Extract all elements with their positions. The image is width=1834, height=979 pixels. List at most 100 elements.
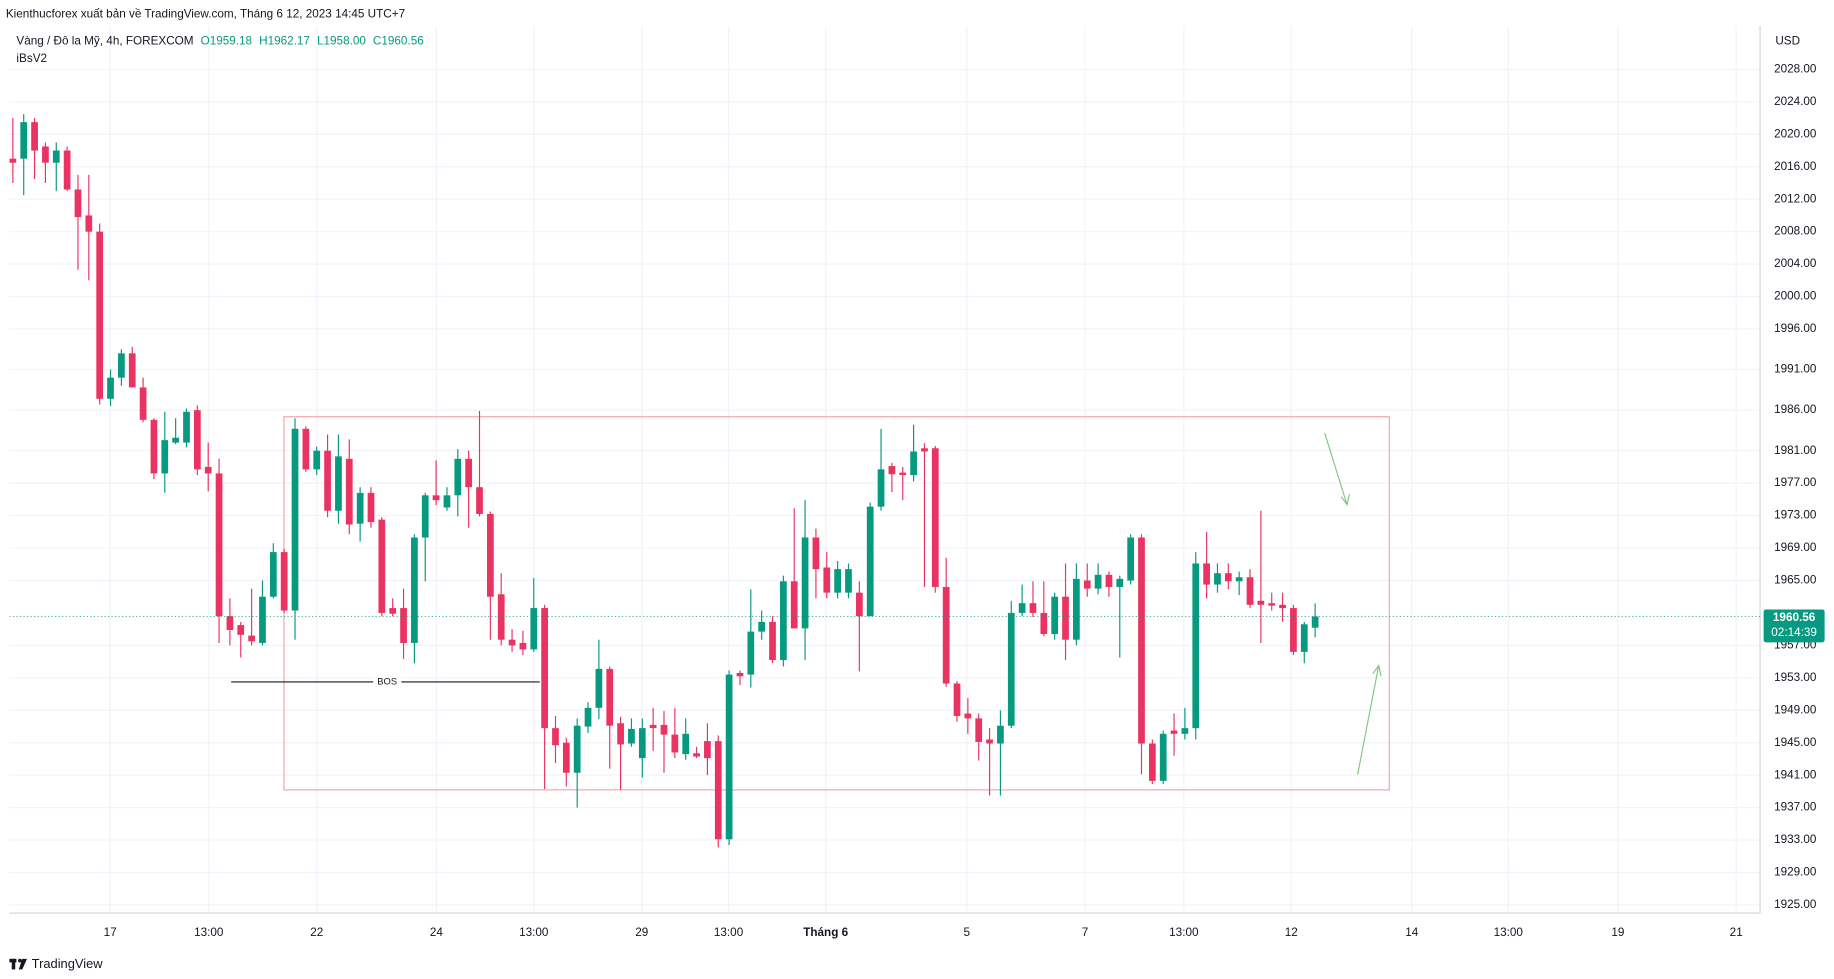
candle-body — [465, 458, 473, 488]
countdown: 02:14:39 — [1771, 626, 1817, 639]
candle-body — [1073, 578, 1080, 640]
candle-body — [855, 592, 863, 617]
candle-body — [1062, 596, 1069, 640]
candle-body — [215, 473, 223, 617]
x-tick-label: 22 — [310, 926, 323, 939]
candle-body — [259, 596, 266, 643]
candle-body — [204, 466, 212, 474]
candle-body — [476, 487, 483, 514]
y-tick-label: 1977.00 — [1774, 476, 1817, 489]
candle-body — [964, 713, 972, 719]
candle-body — [562, 742, 570, 773]
x-tick-label: 17 — [104, 926, 117, 939]
candle-body — [1127, 537, 1135, 581]
candle-body — [443, 495, 451, 508]
indicator: iBsV2 — [16, 52, 47, 65]
y-tick-label: 2008.00 — [1774, 225, 1817, 238]
candle-body — [834, 569, 841, 593]
candle-body — [345, 458, 353, 525]
candle-body — [997, 725, 1004, 744]
currency: USD — [1775, 34, 1800, 47]
candle-body — [150, 419, 158, 474]
candle-body — [302, 428, 310, 470]
candle-body — [1192, 563, 1200, 729]
candle-body — [85, 215, 93, 232]
candle-body — [1116, 578, 1124, 587]
candle-body — [42, 146, 49, 163]
y-tick-label: 1969.00 — [1774, 541, 1817, 554]
x-tick-label: 29 — [635, 926, 648, 939]
candle-body — [519, 642, 527, 650]
arrow-down — [1324, 433, 1350, 507]
y-tick-label: 1945.00 — [1774, 736, 1817, 749]
x-tick-label: 19 — [1611, 926, 1624, 939]
x-tick-label: Tháng 6 — [803, 926, 848, 939]
candle-body — [725, 674, 733, 840]
candle-body — [1311, 616, 1319, 628]
candle-body — [747, 631, 755, 675]
y-tick-label: 1965.00 — [1774, 574, 1817, 587]
candle-body — [1246, 577, 1254, 605]
candle-body — [269, 552, 277, 597]
candle-body — [758, 621, 766, 632]
candle-body — [1138, 537, 1145, 744]
candle-body — [552, 728, 559, 746]
ohlc-open: O1959.18 — [201, 34, 253, 47]
candle-body — [1235, 577, 1243, 582]
candle-body — [530, 608, 538, 650]
grid — [9, 26, 1761, 914]
candle-body — [736, 672, 744, 677]
candle-body — [226, 616, 234, 630]
candle-body — [975, 718, 983, 742]
bos-label-bg — [373, 676, 402, 688]
candle-body — [497, 594, 505, 640]
x-tick-label: 7 — [1082, 926, 1089, 939]
candle-body — [704, 741, 711, 759]
x-tick-label: 12 — [1285, 926, 1298, 939]
candle-body — [790, 581, 798, 629]
candle-body — [714, 741, 722, 840]
candle-body — [421, 495, 429, 538]
x-tick-label: 13:00 — [1494, 926, 1524, 939]
candle-body — [541, 608, 548, 729]
candle-body — [1290, 608, 1297, 652]
candle-body — [921, 448, 928, 452]
candle-body — [584, 707, 592, 727]
y-tick-label: 1937.00 — [1774, 801, 1817, 814]
tv-logo — [9, 958, 27, 970]
candle-body — [595, 668, 603, 708]
x-tick-label: 21 — [1730, 926, 1743, 939]
candle-body — [508, 639, 516, 646]
y-tick-label: 1991.00 — [1774, 363, 1817, 376]
candle-body — [1007, 612, 1015, 726]
candle-body — [1257, 600, 1265, 605]
candle-body — [454, 458, 462, 496]
candle-body — [1094, 574, 1102, 589]
arrow-up — [1357, 664, 1382, 775]
ohlc-high: H1962.17 — [259, 34, 310, 47]
candle-body — [237, 625, 245, 635]
candle-body — [769, 621, 776, 660]
candle-body — [1040, 612, 1048, 635]
candle-body — [628, 728, 635, 744]
candle-body — [866, 506, 874, 617]
x-tick-label: 24 — [430, 926, 444, 939]
y-tick-label: 2024.00 — [1774, 95, 1817, 108]
candle-body — [573, 725, 581, 773]
y-tick-label: 1949.00 — [1774, 703, 1817, 716]
candle-body — [1181, 728, 1189, 734]
candle-body — [378, 519, 386, 613]
candle-body — [183, 411, 190, 443]
candle-body — [248, 635, 255, 642]
y-tick-label: 1996.00 — [1774, 322, 1817, 335]
y-tick-label: 2000.00 — [1774, 290, 1817, 303]
candle-body — [400, 608, 407, 643]
candle-body — [1203, 563, 1210, 585]
y-tick-label: 2028.00 — [1774, 63, 1817, 76]
y-tick-label: 2016.00 — [1774, 160, 1817, 173]
candle-body — [1279, 604, 1286, 609]
candle-body — [291, 428, 299, 611]
candle-body — [107, 377, 114, 399]
